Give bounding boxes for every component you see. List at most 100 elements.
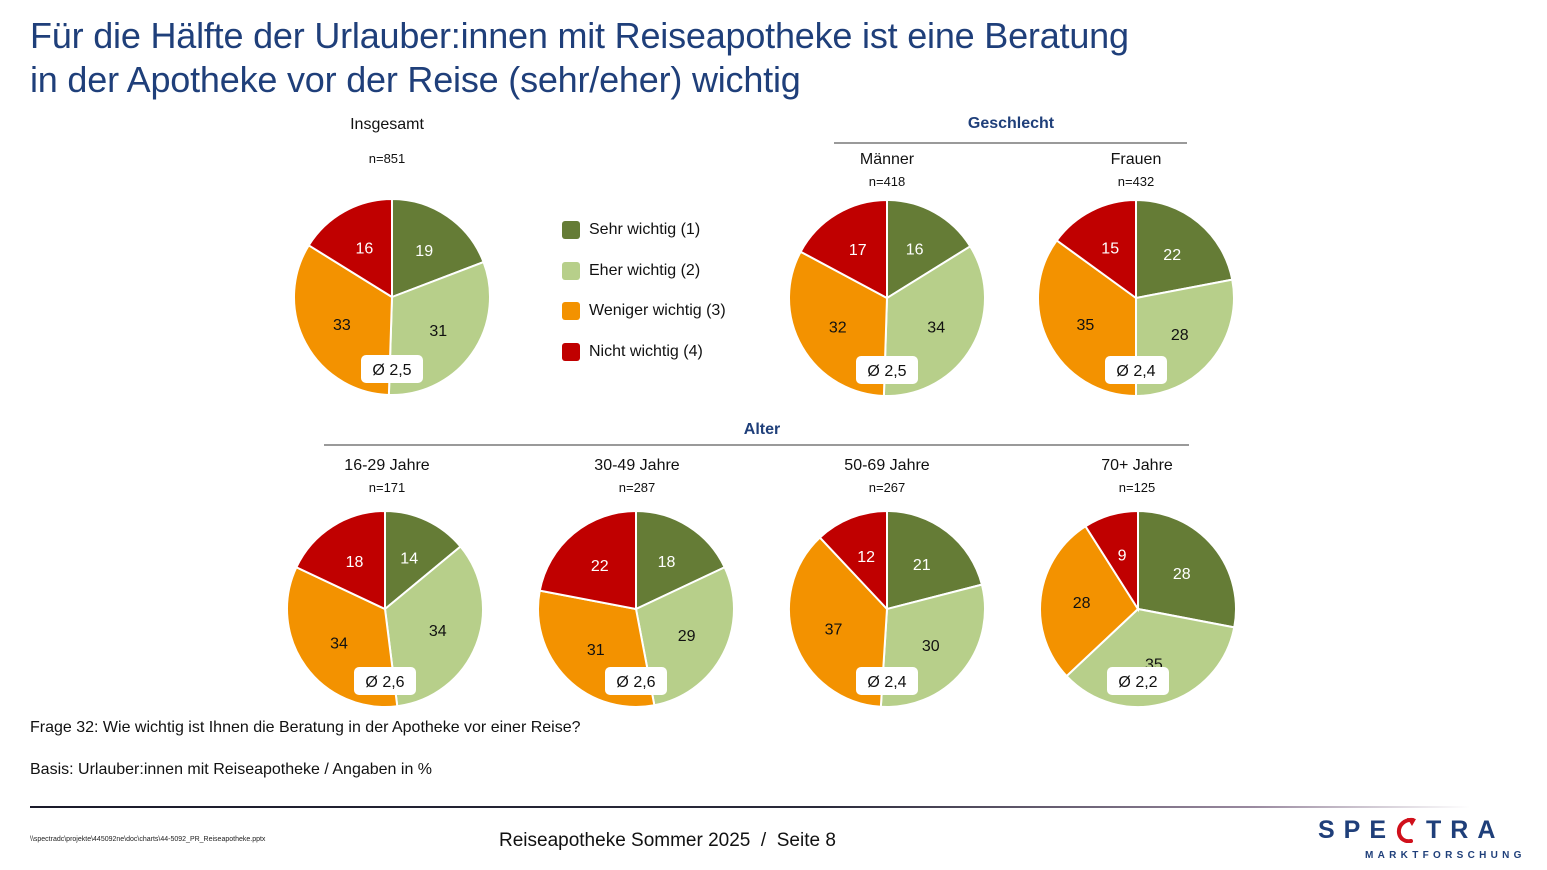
pie-3: 14 34 34 18 Ø 2,6 [286,509,484,708]
pie-n-50-69: n=267 [868,480,906,495]
pie-slice-sehr-wichtig [886,198,972,300]
page-title: Für die Hälfte der Urlauber:innen mit Re… [30,14,1129,102]
title-line-1: Für die Hälfte der Urlauber:innen mit Re… [30,15,1129,56]
data-label-sehr-wichtig: 18 [658,554,676,571]
legend-label: Sehr wichtig (1) [589,221,701,238]
pie-title-insgesamt: Insgesamt [350,116,424,133]
data-label-nicht-wichtig: 18 [346,554,364,571]
data-label-nicht-wichtig: 17 [849,242,867,259]
pie-1: 16 34 32 17 Ø 2,5 [788,198,986,397]
data-label-nicht-wichtig: 22 [591,558,609,575]
logo-text-left: SPE [1318,816,1396,844]
file-path: \\spectradc\projekte\445092ne\doc\charts… [30,836,266,843]
pie-slice-weniger-wichtig [1039,524,1140,678]
data-label-eher-wichtig: 29 [678,628,696,645]
legend-label: Nicht wichtig (4) [589,342,703,360]
data-label-weniger-wichtig: 32 [829,319,847,336]
data-label-nicht-wichtig: 12 [857,549,875,566]
pie-title-maenner: Männer [859,151,915,168]
legend-item-weniger-wichtig: Weniger wichtig (3) [562,301,726,321]
legend-swatch [562,261,580,280]
pie-2: 22 28 35 15 Ø 2,4 [1037,198,1235,398]
legend-label: Weniger wichtig (3) [589,302,726,319]
question-footnote: Frage 32: Wie wichtig ist Ihnen die Bera… [30,719,581,736]
legend-item-eher-wichtig: Eher wichtig (2) [562,261,726,281]
mean-badge [354,667,416,695]
title-line-2: in der Apotheke vor der Reise (sehr/eher… [30,59,801,100]
legend: Sehr wichtig (1) Eher wichtig (2) Wenige… [562,220,726,382]
pie-title-50-69: 50-69 Jahre [844,457,930,474]
pie-n-16-29: n=171 [368,480,406,495]
data-label-sehr-wichtig: 21 [913,557,931,574]
pie-5: 21 30 37 12 Ø 2,4 [788,509,986,708]
pie-title-70plus: 70+ Jahre [1101,457,1173,474]
legend-swatch [562,342,580,361]
data-label-eher-wichtig: 34 [927,319,945,336]
pie-title-30-49: 30-49 Jahre [594,457,680,474]
mean-label: Ø 2,4 [1116,363,1155,380]
pie-n-maenner: n=418 [868,174,906,189]
data-label-nicht-wichtig: 9 [1118,547,1127,564]
mean-label: Ø 2,4 [867,674,906,691]
group-header-alter: Alter [743,421,781,438]
pie-slice-weniger-wichtig [788,536,889,708]
data-label-weniger-wichtig: 34 [330,635,348,652]
legend-item-sehr-wichtig: Sehr wichtig (1) [562,220,726,240]
mean-label: Ø 2,5 [867,363,906,380]
legend-swatch [562,221,580,239]
legend-label: Eher wichtig (2) [589,261,701,279]
basis-footnote: Basis: Urlauber:innen mit Reiseapotheke … [30,761,433,778]
mean-badge [856,667,918,695]
legend-item-nicht-wichtig: Nicht wichtig (4) [562,342,726,362]
mean-label: Ø 2,6 [616,674,655,691]
data-label-sehr-wichtig: 14 [400,551,418,568]
data-label-eher-wichtig: 30 [922,638,940,655]
group-divider-geschlecht [834,142,1187,144]
data-label-weniger-wichtig: 35 [1077,317,1095,334]
logo-swoosh-icon [1395,817,1417,844]
group-divider-alter [324,444,1189,446]
pie-n-insgesamt: n=851 [368,151,406,166]
mean-badge [1107,667,1169,695]
pie-n-70plus: n=125 [1118,480,1156,495]
mean-badge [856,356,918,384]
pie-n-frauen: n=432 [1117,174,1155,189]
data-label-eher-wichtig: 31 [429,323,447,340]
pie-title-frauen: Frauen [1110,151,1162,168]
data-label-sehr-wichtig: 19 [415,243,433,260]
data-label-eher-wichtig: 34 [429,623,447,640]
pie-slice-nicht-wichtig [799,198,888,300]
pie-slice-nicht-wichtig [818,509,888,612]
mean-badge [361,355,423,383]
data-label-sehr-wichtig: 28 [1173,566,1191,583]
page-footer: Reiseapotheke Sommer 2025 / Seite 8 [499,830,836,851]
data-label-weniger-wichtig: 28 [1073,595,1091,612]
pie-slice-nicht-wichtig [307,197,393,299]
pie-slice-sehr-wichtig [384,509,462,612]
mean-badge [605,667,667,695]
pie-slice-nicht-wichtig [294,509,386,611]
pie-title-16-29: 16-29 Jahre [344,457,430,474]
spectra-logo: SPE TRA MARKTFORSCHUNG [1318,816,1526,861]
pie-slice-eher-wichtig [383,545,484,708]
pie-slice-sehr-wichtig [1135,198,1234,300]
data-label-eher-wichtig: 28 [1171,327,1189,344]
mean-label: Ø 2,2 [1118,674,1157,691]
footer-divider [30,806,1470,808]
data-label-weniger-wichtig: 37 [825,621,843,638]
group-header-geschlecht: Geschlecht [967,115,1055,132]
data-label-nicht-wichtig: 15 [1101,240,1119,257]
pie-slice-sehr-wichtig [1137,509,1237,629]
logo-text-right: TRA [1426,816,1505,844]
mean-label: Ø 2,6 [365,674,404,691]
pie-slice-sehr-wichtig [391,197,485,299]
logo-subtitle: MARKTFORSCHUNG [1365,850,1526,861]
pie-4: 18 29 31 22 Ø 2,6 [537,509,735,708]
mean-badge [1105,356,1167,384]
mean-label: Ø 2,5 [372,362,411,379]
pie-slice-sehr-wichtig [886,509,984,611]
pie-slice-sehr-wichtig [635,509,727,611]
pie-slice-nicht-wichtig [1084,509,1139,613]
